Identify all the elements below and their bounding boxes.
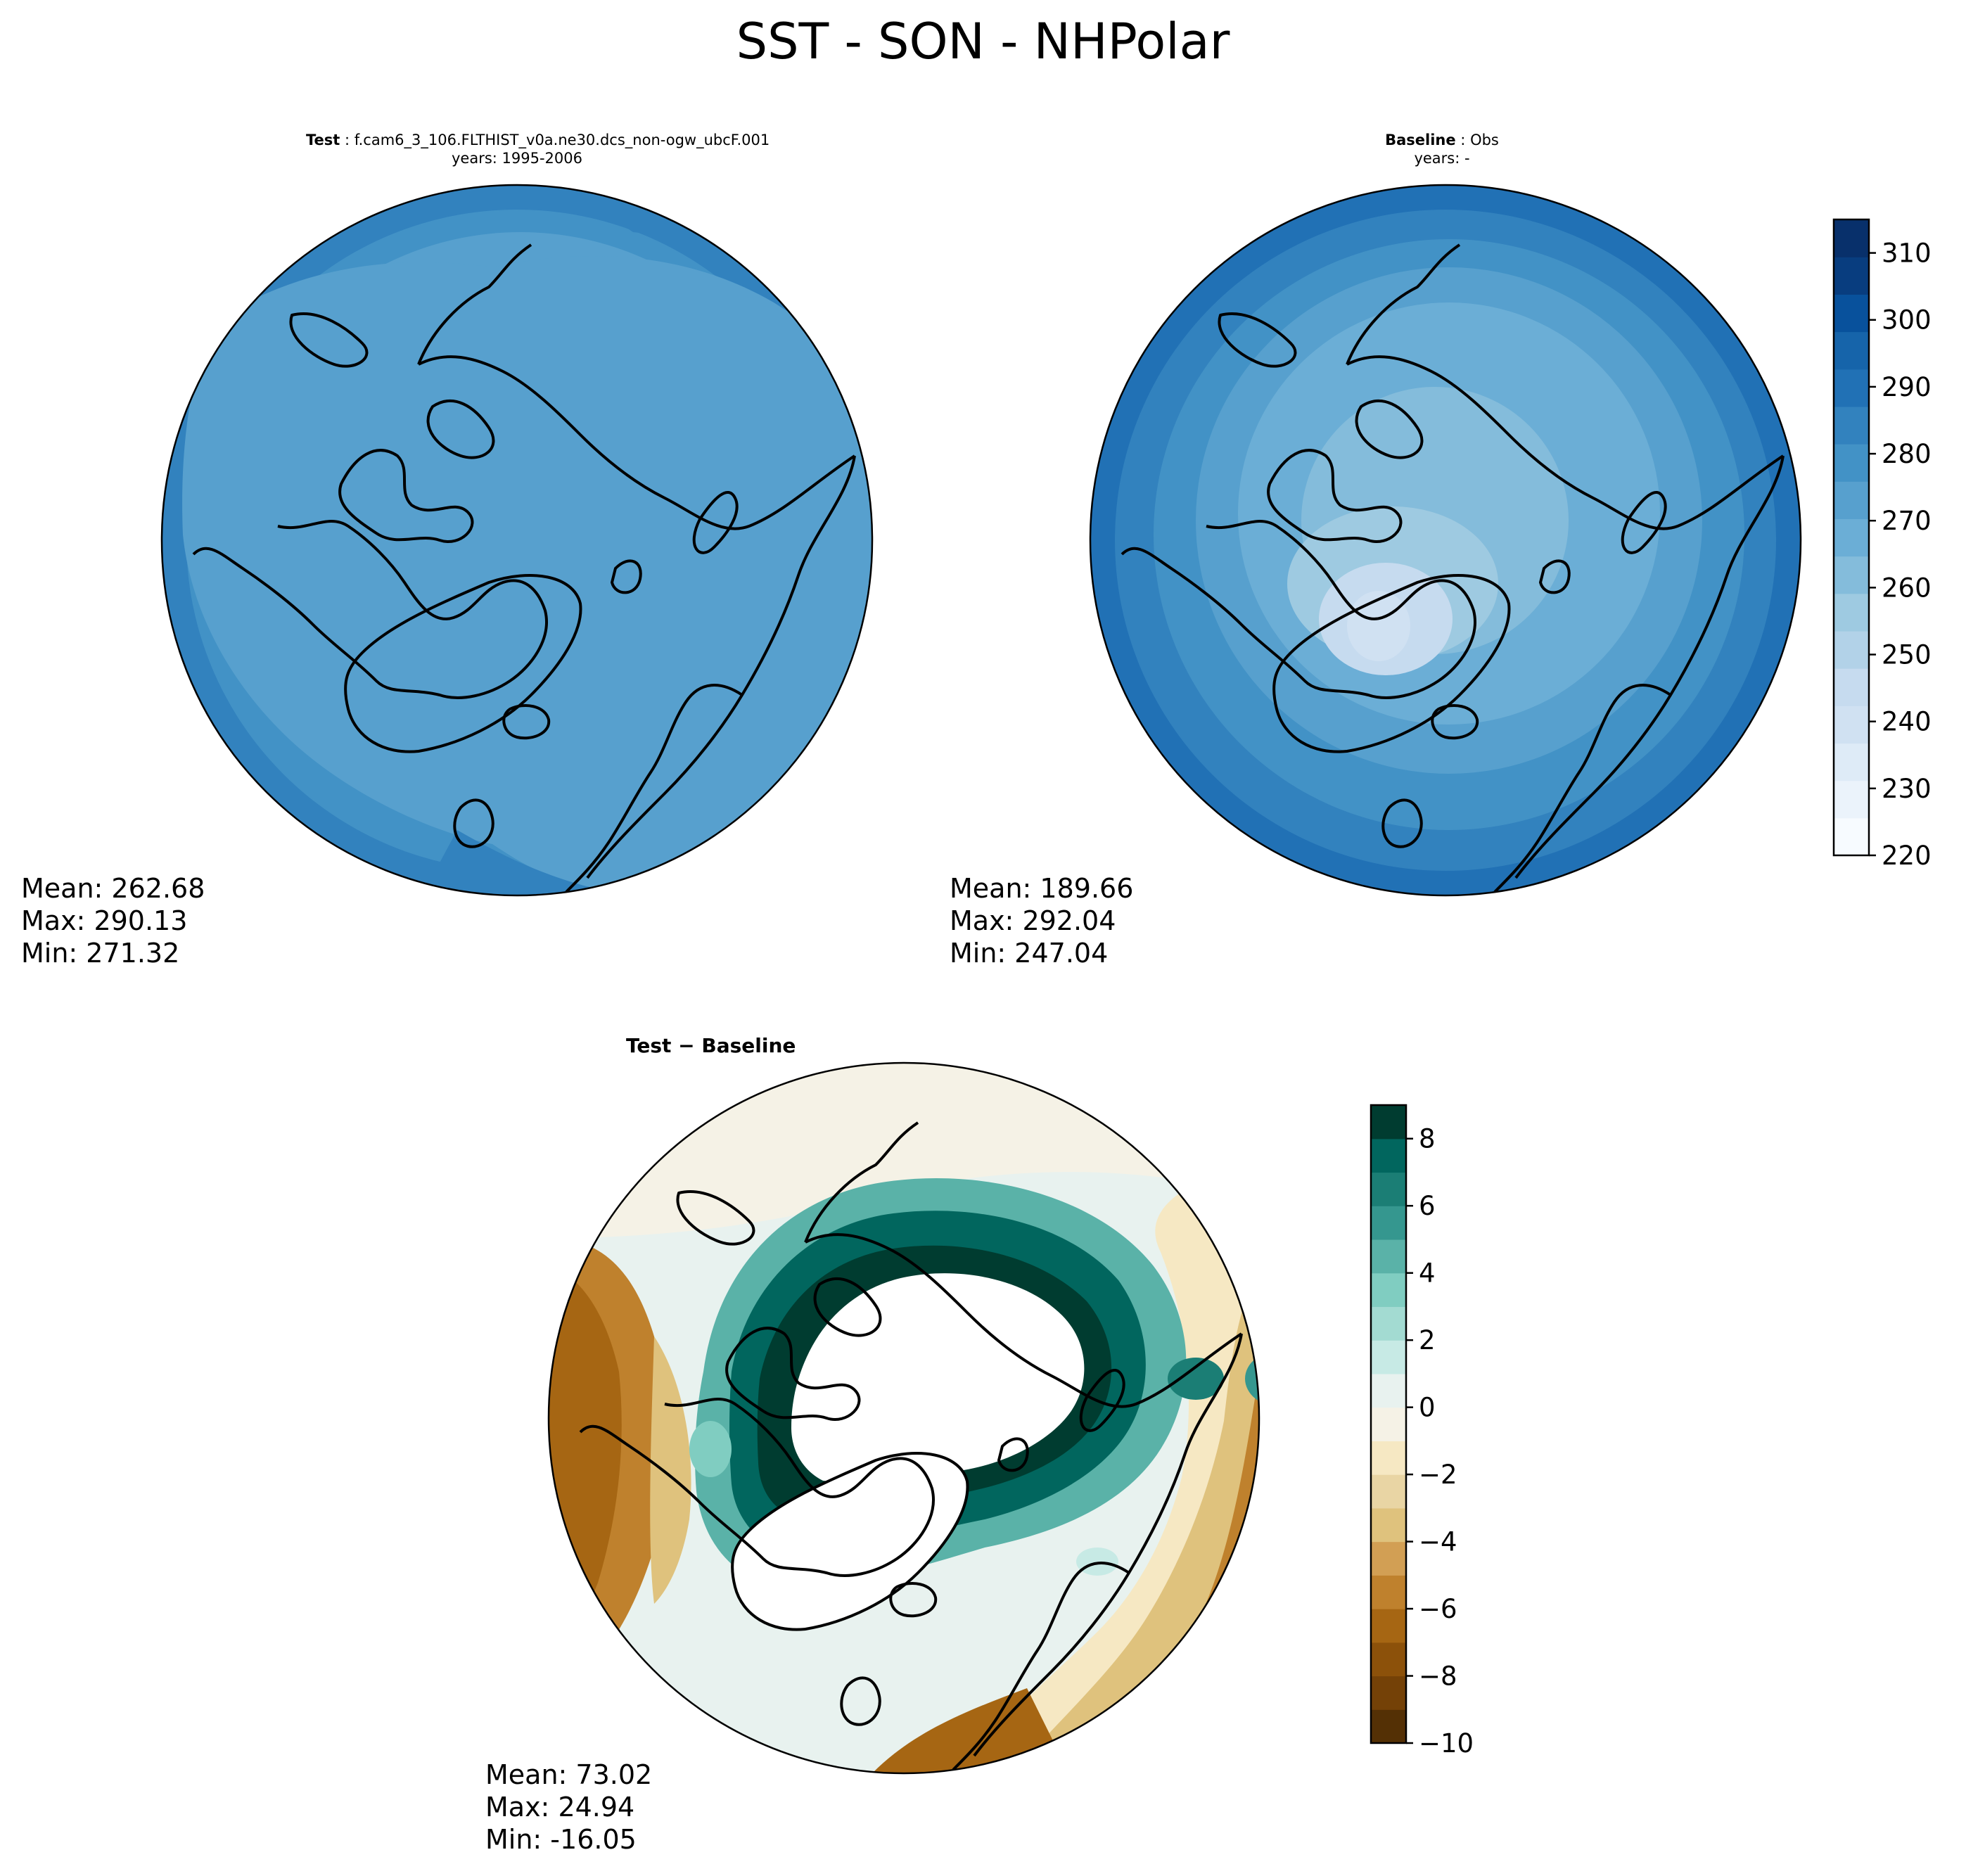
diff-panel-title: Test − Baseline bbox=[626, 1034, 796, 1057]
test-panel-title: Test : f.cam6_3_106.FLTHIST_v0a.ne30.dcs… bbox=[306, 132, 770, 167]
test-mean: Mean: 262.68 bbox=[21, 873, 205, 904]
test-min: Min: 271.32 bbox=[21, 938, 180, 969]
abs-colorbar-tick-label: 220 bbox=[1882, 841, 1932, 871]
diff-colorbar-tick-label: −8 bbox=[1419, 1661, 1457, 1692]
abs-colorbar-tick-label: 270 bbox=[1882, 506, 1932, 536]
abs-colorbar-tick-label: 250 bbox=[1882, 640, 1932, 670]
baseline-map-boundary bbox=[1089, 184, 1802, 897]
abs-colorbar-frame bbox=[1832, 218, 1870, 857]
abs-colorbar: 220 230 240 250 260 270 280 290 300 310 bbox=[1832, 218, 1932, 871]
abs-colorbar-segment bbox=[1834, 518, 1869, 557]
test-stats: Mean: 262.68 Max: 290.13 Min: 271.32 bbox=[21, 872, 205, 969]
test-label: Test bbox=[306, 132, 340, 148]
diff-colorbar-segment bbox=[1371, 1172, 1406, 1206]
diff-colorbar-segment bbox=[1371, 1575, 1406, 1609]
diff-colorbar: −10 −8 −6 −4 −2 0 2 4 6 8 bbox=[1370, 1104, 1474, 1759]
diff-colorbar-segment bbox=[1371, 1306, 1406, 1341]
diff-colorbar-segment bbox=[1371, 1239, 1406, 1274]
abs-colorbar-segment bbox=[1834, 481, 1869, 520]
baseline-max: Max: 292.04 bbox=[950, 905, 1116, 936]
baseline-label: Baseline bbox=[1385, 132, 1456, 148]
baseline-case-name: Obs bbox=[1470, 132, 1499, 148]
diff-colorbar-tick-label: 0 bbox=[1419, 1393, 1436, 1423]
abs-colorbar-segment bbox=[1834, 743, 1869, 781]
baseline-years: years: - bbox=[1414, 150, 1470, 167]
diff-colorbar-segment bbox=[1371, 1474, 1406, 1509]
test-years: years: 1995-2006 bbox=[451, 150, 582, 167]
diff-mean: Mean: 73.02 bbox=[485, 1759, 653, 1790]
test-case-name: f.cam6_3_106.FLTHIST_v0a.ne30.dcs_non-og… bbox=[354, 132, 770, 148]
diff-colorbar-tick-label: 2 bbox=[1419, 1325, 1436, 1355]
baseline-mean: Mean: 189.66 bbox=[950, 873, 1134, 904]
diff-colorbar-tick-label: 6 bbox=[1419, 1191, 1436, 1221]
diff-colorbar-tick-label: 4 bbox=[1419, 1258, 1436, 1289]
baseline-stats: Mean: 189.66 Max: 292.04 Min: 247.04 bbox=[950, 872, 1133, 969]
abs-colorbar-segment bbox=[1834, 780, 1869, 819]
diff-colorbar-segment bbox=[1371, 1206, 1406, 1240]
diff-colorbar-tick-label: −4 bbox=[1419, 1527, 1457, 1557]
abs-colorbar-segment bbox=[1834, 406, 1869, 445]
figure-title: SST - SON - NHPolar bbox=[736, 13, 1230, 70]
abs-colorbar-segment bbox=[1834, 444, 1869, 482]
diff-colorbar-segment bbox=[1371, 1138, 1406, 1173]
abs-colorbar-segment bbox=[1834, 556, 1869, 594]
abs-colorbar-tick-label: 310 bbox=[1882, 238, 1932, 269]
diff-colorbar-tick-label: −2 bbox=[1419, 1460, 1457, 1490]
diff-min: Min: -16.05 bbox=[485, 1824, 637, 1855]
test-max: Max: 290.13 bbox=[21, 905, 188, 936]
diff-colorbar-segment bbox=[1371, 1541, 1406, 1576]
diff-colorbar-segment bbox=[1371, 1609, 1406, 1643]
diff-colorbar-segment bbox=[1371, 1507, 1406, 1543]
abs-colorbar-tick-label: 230 bbox=[1882, 774, 1932, 804]
abs-colorbar-tick-label: 300 bbox=[1882, 305, 1932, 336]
diff-colorbar-segment bbox=[1371, 1676, 1406, 1710]
diff-colorbar-frame bbox=[1370, 1104, 1408, 1744]
diff-colorbar-segment bbox=[1371, 1373, 1406, 1408]
diff-colorbar-segment bbox=[1371, 1407, 1406, 1441]
diff-colorbar-segment bbox=[1371, 1709, 1406, 1744]
abs-colorbar-segment bbox=[1834, 331, 1869, 370]
diff-map-boundary bbox=[547, 1061, 1260, 1775]
abs-colorbar-segment bbox=[1834, 369, 1869, 407]
abs-colorbar-tick-label: 290 bbox=[1882, 372, 1932, 402]
diff-map bbox=[547, 1061, 1260, 1775]
abs-colorbar-segment bbox=[1834, 706, 1869, 744]
diff-stats: Mean: 73.02 Max: 24.94 Min: -16.05 bbox=[485, 1759, 652, 1856]
diff-colorbar-tick-label: 8 bbox=[1419, 1124, 1436, 1154]
abs-colorbar-segment bbox=[1834, 257, 1869, 295]
diff-colorbar-segment bbox=[1371, 1105, 1406, 1140]
diff-colorbar-tick-label: −6 bbox=[1419, 1594, 1457, 1624]
abs-colorbar-tick-label: 240 bbox=[1882, 707, 1932, 737]
diff-colorbar-segment bbox=[1371, 1441, 1406, 1475]
baseline-panel-title: Baseline : Obs years: - bbox=[1385, 132, 1499, 167]
abs-colorbar-segment bbox=[1834, 219, 1869, 257]
diff-colorbar-tick-label: −10 bbox=[1419, 1728, 1474, 1759]
diff-colorbar-segment bbox=[1371, 1340, 1406, 1374]
abs-colorbar-segment bbox=[1834, 630, 1869, 669]
abs-colorbar-segment bbox=[1834, 294, 1869, 333]
abs-colorbar-segment bbox=[1834, 817, 1869, 856]
baseline-map bbox=[1089, 184, 1802, 897]
diff-colorbar-segment bbox=[1371, 1642, 1406, 1677]
diff-colorbar-segment bbox=[1371, 1272, 1406, 1308]
test-map-boundary bbox=[160, 184, 874, 897]
baseline-min: Min: 247.04 bbox=[950, 938, 1109, 969]
abs-colorbar-tick-label: 260 bbox=[1882, 573, 1932, 603]
abs-colorbar-segment bbox=[1834, 668, 1869, 706]
abs-colorbar-segment bbox=[1834, 593, 1869, 632]
abs-colorbar-tick-label: 280 bbox=[1882, 439, 1932, 469]
test-map bbox=[160, 184, 874, 897]
diff-max: Max: 24.94 bbox=[485, 1792, 635, 1823]
